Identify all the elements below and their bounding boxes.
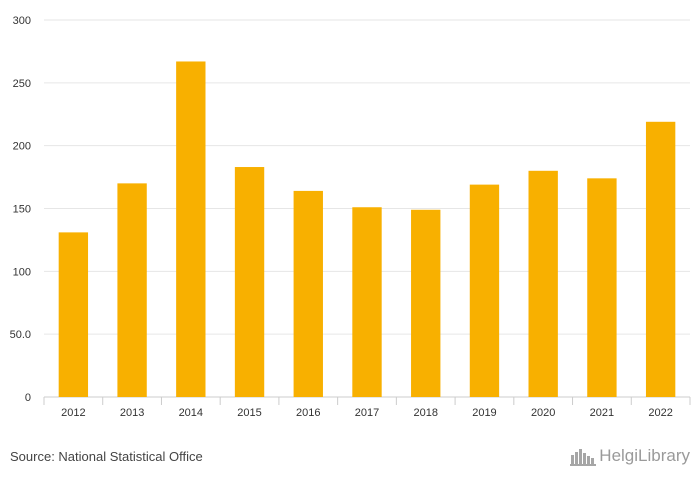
x-tick-label: 2016 [296, 407, 320, 419]
x-tick-label: 2020 [531, 407, 555, 419]
bar [411, 209, 441, 397]
x-tick-label: 2012 [61, 407, 85, 419]
bar-chart: 0 50.0 100 150 200 250 300 2012 2013 2014 2015 2016… [10, 15, 691, 419]
y-tick-label: 200 [13, 141, 31, 153]
bar [293, 190, 323, 397]
bar [469, 184, 500, 397]
bar [117, 183, 147, 397]
y-tick-label: 100 [13, 266, 31, 278]
y-tick-label: 50.0 [10, 329, 31, 341]
x-tick-label: 2018 [413, 407, 437, 419]
bar [234, 167, 265, 397]
source-note: Source: National Statistical Office [10, 449, 203, 464]
x-tick-label: 2017 [355, 407, 379, 419]
brand-logo[interactable]: HelgiLibrary [570, 446, 690, 466]
bar [176, 61, 206, 397]
y-tick-label: 300 [13, 15, 31, 27]
brand-name: HelgiLibrary [599, 446, 690, 465]
buildings-logo-icon [570, 449, 597, 466]
bar [528, 170, 558, 397]
x-tick-label: 2019 [472, 407, 496, 419]
bar [587, 178, 617, 397]
y-tick-label: 0 [25, 392, 31, 404]
bar [58, 232, 89, 397]
x-tick-label: 2014 [179, 407, 203, 419]
y-tick-label: 250 [13, 78, 31, 90]
bar [352, 207, 382, 397]
x-tick-label: 2013 [120, 407, 144, 419]
x-tick-label: 2021 [590, 407, 614, 419]
x-tick-label: 2015 [237, 407, 261, 419]
bar [645, 121, 676, 397]
x-tick-label: 2022 [648, 407, 672, 419]
y-tick-label: 150 [13, 204, 31, 216]
